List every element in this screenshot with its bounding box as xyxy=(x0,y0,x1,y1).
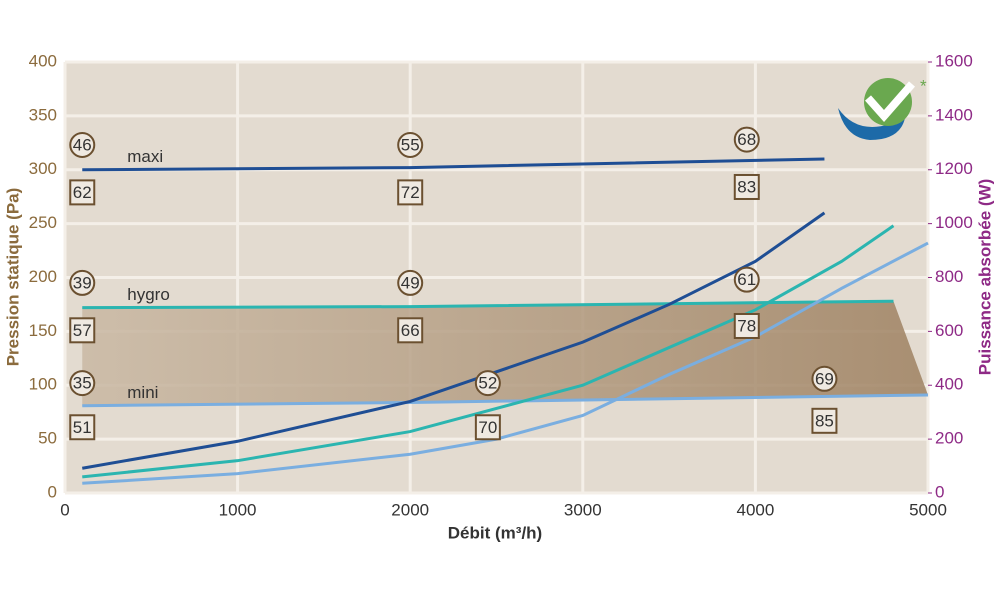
x-tick-label: 2000 xyxy=(391,500,429,519)
y-tick-label: 0 xyxy=(48,482,57,501)
circle-label: 52 xyxy=(478,374,497,393)
y-axis-title: Pression statique (Pa) xyxy=(3,188,22,367)
x-tick-label: 1000 xyxy=(219,500,257,519)
y-tick-label: 150 xyxy=(29,321,57,340)
series-label: mini xyxy=(127,383,158,402)
box-marker xyxy=(69,414,96,441)
circle-marker xyxy=(474,370,501,397)
y2-tick-label: 800 xyxy=(935,267,963,286)
y-tick-label: 50 xyxy=(38,429,57,448)
circle-marker xyxy=(69,131,96,158)
box-label: 83 xyxy=(737,177,756,196)
box-label: 85 xyxy=(815,411,834,430)
circle-marker xyxy=(733,266,760,293)
box-marker xyxy=(811,407,838,434)
circle-label: 55 xyxy=(401,135,420,154)
circle-label: 68 xyxy=(737,130,756,149)
box-marker xyxy=(474,414,501,441)
series-label: hygro xyxy=(127,285,170,304)
box-label: 72 xyxy=(401,183,420,202)
operating-zone xyxy=(82,301,928,406)
x-tick-label: 5000 xyxy=(909,500,947,519)
box-label: 70 xyxy=(478,418,497,437)
box-marker xyxy=(397,179,424,206)
series-line xyxy=(82,211,826,470)
series-line xyxy=(82,241,929,485)
logo: * xyxy=(838,76,927,140)
y2-tick-label: 1200 xyxy=(935,159,973,178)
series-line xyxy=(82,299,894,310)
y-tick-label: 250 xyxy=(29,213,57,232)
y-tick-label: 350 xyxy=(29,105,57,124)
box-marker xyxy=(733,312,760,339)
y2-tick-label: 600 xyxy=(935,321,963,340)
circle-marker xyxy=(397,269,424,296)
x-tick-label: 0 xyxy=(60,500,69,519)
box-label: 57 xyxy=(73,321,92,340)
box-label: 62 xyxy=(73,183,92,202)
box-marker xyxy=(69,179,96,206)
series-line xyxy=(82,224,895,479)
box-label: 51 xyxy=(73,418,92,437)
box-label: 66 xyxy=(401,321,420,340)
box-marker xyxy=(397,317,424,344)
circle-marker xyxy=(733,126,760,153)
y-tick-label: 300 xyxy=(29,159,57,178)
y-tick-label: 200 xyxy=(29,267,57,286)
circle-marker xyxy=(69,370,96,397)
y-tick-label: 400 xyxy=(29,51,57,70)
circle-label: 46 xyxy=(73,135,92,154)
box-marker xyxy=(733,173,760,200)
x-tick-label: 4000 xyxy=(736,500,774,519)
y2-tick-label: 1600 xyxy=(935,51,973,70)
box-label: 78 xyxy=(737,316,756,335)
series-label: maxi xyxy=(127,147,163,166)
circle-label: 49 xyxy=(401,273,420,292)
y2-axis-title: Puissance absorbée (W) xyxy=(975,179,994,376)
box-marker xyxy=(69,317,96,344)
y2-tick-label: 1000 xyxy=(935,213,973,232)
y2-tick-label: 200 xyxy=(935,429,963,448)
y2-tick-label: 400 xyxy=(935,375,963,394)
svg-text:*: * xyxy=(920,76,927,95)
circle-marker xyxy=(397,131,424,158)
circle-label: 69 xyxy=(815,369,834,388)
y-tick-label: 100 xyxy=(29,375,57,394)
x-axis-title: Débit (m³/h) xyxy=(448,523,542,542)
y2-tick-label: 0 xyxy=(935,482,944,501)
circle-marker xyxy=(811,365,838,392)
circle-marker xyxy=(69,269,96,296)
y2-tick-label: 1400 xyxy=(935,105,973,124)
circle-label: 61 xyxy=(737,270,756,289)
circle-label: 39 xyxy=(73,273,92,292)
x-tick-label: 3000 xyxy=(564,500,602,519)
series-line xyxy=(82,157,825,172)
circle-label: 35 xyxy=(73,374,92,393)
